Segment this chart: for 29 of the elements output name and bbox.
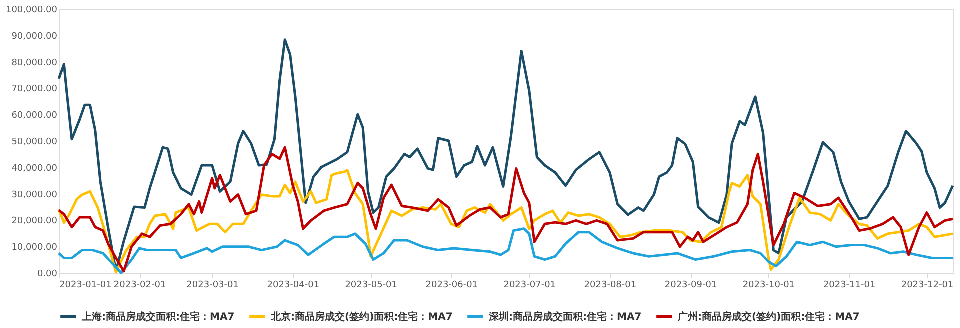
legend-label: 深圳:商品房成交面积:住宅：MA7: [488, 310, 642, 323]
x-tick-label: 2023-12-01: [901, 280, 954, 290]
y-tick-label: 60,000.00: [12, 111, 58, 122]
x-tick-label: 2023-07-01: [504, 280, 556, 290]
x-tick-label: 2023-06-01: [426, 280, 478, 290]
y-tick-label: 90,000.00: [12, 32, 58, 42]
x-tick-label: 2023-01-01: [60, 280, 112, 290]
x-tick-label: 2023-08-01: [584, 280, 637, 290]
legend-label: 上海:商品房成交面积:住宅：MA7: [81, 310, 235, 323]
x-tick-label: 2023-05-01: [345, 280, 398, 290]
y-tick-label: 10,000.00: [12, 243, 58, 254]
line-series: [58, 228, 954, 274]
legend-label: 广州:商品房成交(签约)面积:住宅：MA7: [677, 310, 860, 323]
x-tick-label: 2023-02-01: [114, 280, 166, 290]
y-tick-label: 100,000.00: [6, 6, 58, 16]
y-tick-label: 70,000.00: [12, 84, 58, 95]
y-tick-label: 0.00: [37, 270, 58, 280]
y-tick-label: 30,000.00: [12, 190, 58, 200]
y-tick-label: 50,000.00: [12, 138, 58, 148]
x-tick-label: 2023-04-01: [267, 280, 320, 290]
y-tick-label: 40,000.00: [12, 164, 58, 174]
x-tick-label: 2023-10-01: [742, 280, 796, 290]
legend-label: 北京:商品房成交(签约)面积:住宅：MA7: [270, 310, 453, 323]
line-series: [58, 146, 954, 273]
y-tick-label: 20,000.00: [12, 216, 58, 227]
x-tick-label: 2023-11-01: [823, 280, 876, 290]
y-tick-label: 80,000.00: [12, 58, 58, 68]
x-tick-label: 2023-09-01: [664, 280, 718, 290]
x-tick-label: 2023-03-01: [186, 280, 239, 290]
